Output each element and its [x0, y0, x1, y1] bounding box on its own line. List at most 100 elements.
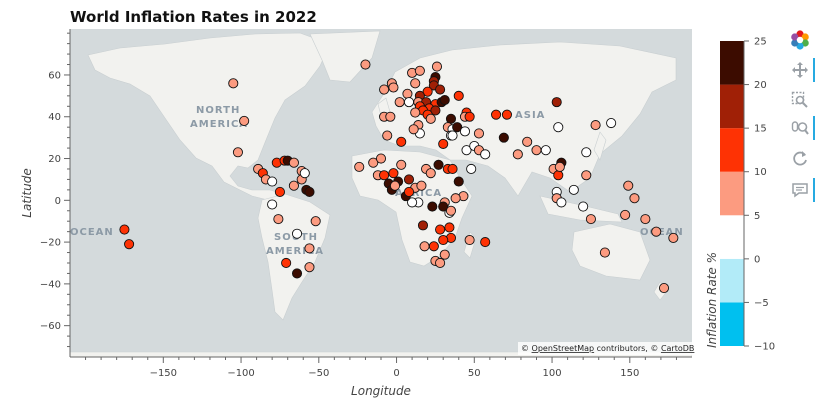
hover-tool-button[interactable] [786, 178, 814, 202]
data-point[interactable] [388, 82, 399, 93]
data-point[interactable] [439, 249, 450, 260]
data-point[interactable] [379, 84, 390, 95]
data-point[interactable] [288, 157, 299, 168]
bokeh-logo-button[interactable] [786, 28, 814, 52]
pan-tool-button[interactable] [786, 58, 814, 82]
data-point[interactable] [629, 193, 640, 204]
data-point[interactable] [403, 97, 415, 108]
data-point[interactable] [232, 147, 243, 158]
data-point[interactable] [433, 159, 444, 170]
attribution-link-osm[interactable]: OpenStreetMap [532, 344, 595, 353]
data-point[interactable] [228, 78, 239, 89]
data-point[interactable] [394, 97, 405, 108]
data-point[interactable] [304, 243, 315, 254]
data-point[interactable] [396, 159, 407, 170]
data-point[interactable] [461, 145, 472, 156]
data-point[interactable] [581, 170, 592, 181]
data-point[interactable] [453, 90, 464, 101]
data-point[interactable] [403, 186, 415, 198]
data-point[interactable] [267, 176, 278, 187]
data-point[interactable] [453, 176, 464, 187]
data-point[interactable] [578, 201, 589, 212]
data-point[interactable] [288, 180, 299, 191]
data-point[interactable] [410, 78, 421, 89]
data-point[interactable] [658, 283, 670, 294]
data-point[interactable] [473, 128, 485, 139]
data-point[interactable] [480, 237, 491, 248]
data-point[interactable] [368, 157, 379, 168]
data-point[interactable] [553, 170, 564, 181]
data-point[interactable] [640, 214, 651, 225]
data-point[interactable] [417, 220, 429, 231]
data-point[interactable] [388, 168, 399, 179]
data-point[interactable] [551, 97, 562, 108]
data-point[interactable] [375, 153, 387, 164]
data-point[interactable] [124, 239, 135, 250]
data-point[interactable] [452, 122, 463, 133]
data-point[interactable] [291, 268, 303, 279]
data-point[interactable] [389, 180, 401, 191]
data-point[interactable] [445, 113, 457, 124]
wheel-zoom-tool-button[interactable] [786, 116, 814, 140]
data-point[interactable] [435, 224, 446, 235]
data-point[interactable] [354, 161, 365, 172]
data-point[interactable] [447, 163, 458, 175]
data-point[interactable] [447, 130, 458, 141]
data-point[interactable] [531, 145, 542, 156]
data-point[interactable] [416, 180, 427, 191]
data-point[interactable] [402, 88, 413, 99]
data-point[interactable] [438, 234, 449, 246]
data-point[interactable] [379, 170, 390, 181]
data-point[interactable] [438, 201, 449, 212]
data-point[interactable] [304, 186, 315, 198]
data-point[interactable] [668, 232, 679, 243]
data-point[interactable] [425, 113, 436, 124]
data-point[interactable] [623, 180, 634, 191]
data-point[interactable] [304, 262, 315, 273]
data-point[interactable] [450, 193, 461, 204]
data-point[interactable] [464, 234, 475, 246]
data-point[interactable] [419, 241, 430, 252]
data-point[interactable] [410, 107, 421, 118]
basemap[interactable]: NORTH AMERICA SOUTH AMERICA ASIA OCEAN O… [70, 29, 694, 357]
data-point[interactable] [459, 126, 471, 137]
data-point[interactable] [606, 117, 617, 129]
data-point[interactable] [428, 241, 439, 252]
data-point[interactable] [512, 149, 523, 160]
data-point[interactable] [360, 59, 371, 70]
attribution-link-carto[interactable]: CartoDB [661, 344, 694, 353]
data-point[interactable] [522, 136, 533, 147]
data-point[interactable] [651, 226, 662, 237]
data-point[interactable] [568, 184, 579, 195]
data-point[interactable] [439, 94, 450, 106]
data-point[interactable] [422, 86, 433, 97]
data-point[interactable] [281, 257, 292, 269]
data-point[interactable] [435, 257, 446, 269]
data-point[interactable] [498, 132, 509, 143]
data-point[interactable] [438, 138, 449, 149]
data-point[interactable] [540, 145, 551, 156]
data-point[interactable] [444, 222, 455, 233]
data-point[interactable] [425, 168, 436, 179]
data-point[interactable] [382, 130, 393, 141]
data-point[interactable] [581, 147, 592, 158]
data-point[interactable] [414, 65, 425, 76]
data-point[interactable] [430, 105, 441, 116]
data-point[interactable] [385, 111, 396, 122]
data-point[interactable] [445, 205, 457, 216]
data-point[interactable] [466, 163, 477, 175]
data-point[interactable] [274, 186, 285, 198]
data-point[interactable] [480, 149, 491, 160]
data-point[interactable] [239, 115, 250, 126]
data-point[interactable] [119, 224, 130, 235]
data-point[interactable] [554, 161, 565, 172]
data-point[interactable] [590, 120, 601, 131]
data-point[interactable] [599, 247, 610, 258]
data-point[interactable] [291, 228, 303, 239]
data-point[interactable] [403, 174, 415, 185]
reset-tool-button[interactable] [786, 146, 814, 170]
data-point[interactable] [435, 84, 446, 95]
data-point[interactable] [408, 124, 419, 135]
data-point[interactable] [407, 197, 418, 208]
data-point[interactable] [267, 199, 278, 210]
